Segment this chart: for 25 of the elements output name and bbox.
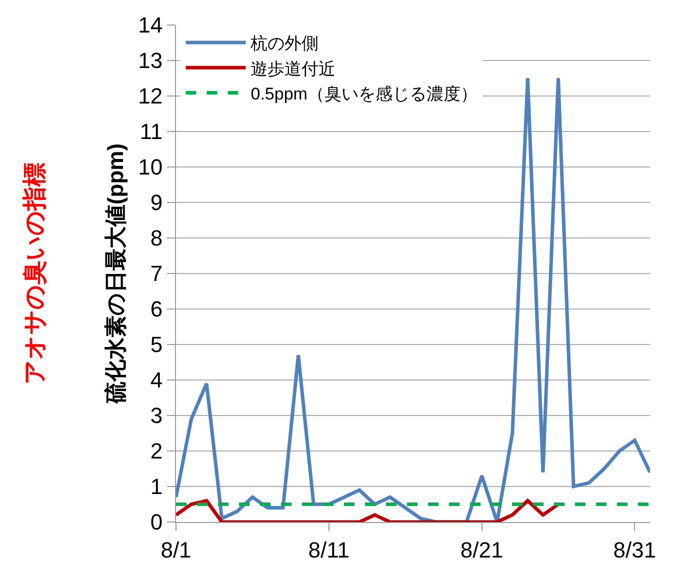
x-tick-label: 8/11 bbox=[308, 537, 350, 562]
y-tick-label: 11 bbox=[140, 119, 163, 144]
legend-label: 0.5ppm（臭いを感じる濃度） bbox=[250, 84, 478, 104]
x-tick-label: 8/1 bbox=[160, 537, 192, 562]
y-tick-label: 9 bbox=[150, 190, 163, 216]
y-tick-label: 4 bbox=[150, 368, 163, 393]
y-tick-label: 5 bbox=[150, 332, 163, 358]
x-tick-label: 8/21 bbox=[460, 537, 504, 562]
y-tick-label: 13 bbox=[138, 48, 163, 74]
line-series bbox=[176, 498, 560, 522]
y-tick-label: 1 bbox=[150, 474, 163, 500]
y-tick-label: 6 bbox=[150, 296, 163, 322]
y-tick-label: 8 bbox=[150, 226, 163, 251]
x-tick-label: 8/31 bbox=[613, 537, 656, 562]
y-tick-label: 14 bbox=[138, 12, 163, 38]
y-tick-label: 0 bbox=[150, 510, 163, 535]
y-tick-label: 7 bbox=[150, 261, 163, 286]
y-tick-label: 2 bbox=[150, 438, 163, 464]
y-axis-title: 硫化水素の日最大値(ppm) bbox=[102, 143, 128, 405]
y-tick-label: 10 bbox=[138, 154, 163, 180]
text: アオサの臭いの指標 bbox=[22, 162, 49, 385]
legend-label: 杭の外側 bbox=[250, 34, 319, 54]
y-tick-label: 12 bbox=[138, 84, 163, 109]
y-tick-label: 3 bbox=[150, 403, 163, 428]
legend-label: 遊歩道付近 bbox=[250, 59, 336, 78]
